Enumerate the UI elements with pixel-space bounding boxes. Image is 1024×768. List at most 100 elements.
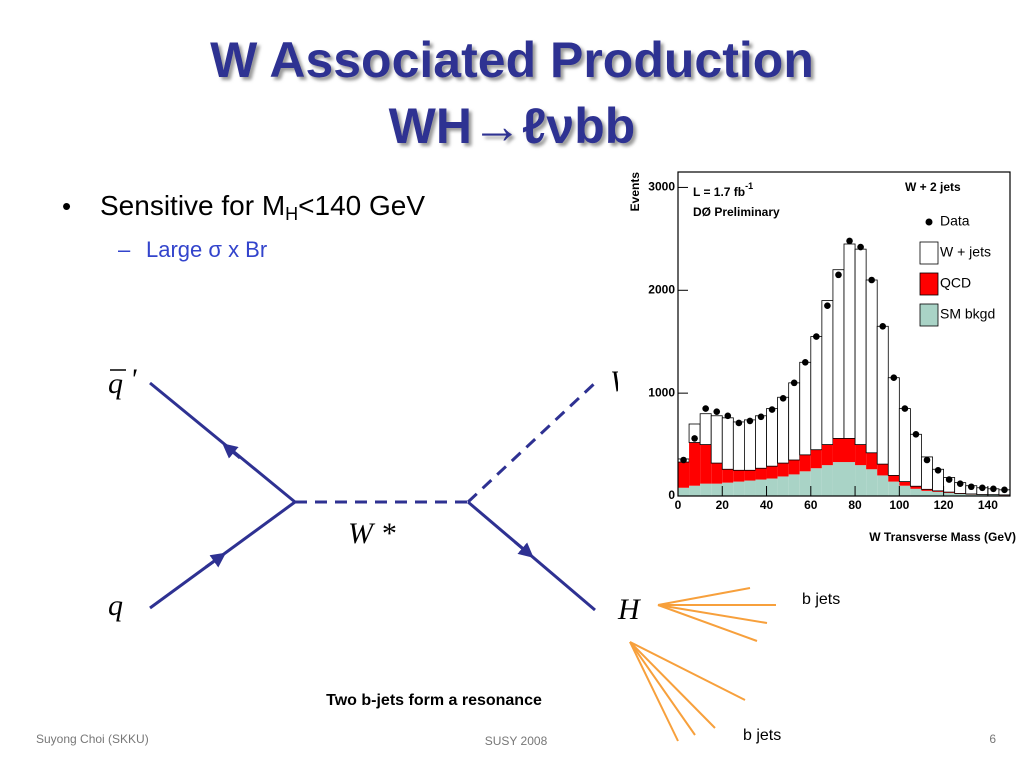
bar — [755, 468, 767, 480]
data-point — [846, 237, 853, 245]
data-point — [879, 322, 887, 330]
bar — [733, 470, 745, 482]
axes-frame — [677, 171, 1011, 497]
bar — [843, 243, 856, 439]
superscript: -1 — [745, 181, 753, 191]
bar — [788, 382, 801, 461]
bar — [899, 485, 911, 496]
y-tick-label: 1000 — [648, 385, 675, 399]
bar — [866, 452, 878, 470]
bar — [876, 325, 889, 465]
bar — [732, 421, 745, 471]
legend-title: W + 2 jets — [905, 180, 961, 194]
bar — [777, 463, 789, 477]
x-tick-label: 60 — [804, 498, 818, 512]
bar — [799, 361, 812, 456]
text: <140 GeV — [298, 190, 425, 221]
data-point — [945, 476, 953, 483]
bar — [899, 481, 911, 486]
data-point — [990, 485, 997, 493]
bar — [910, 433, 922, 487]
data-point — [735, 419, 743, 427]
bar — [788, 474, 800, 496]
bar — [721, 417, 734, 470]
data-point — [890, 374, 898, 382]
legend-label: QCD — [940, 275, 971, 291]
data-point — [923, 456, 931, 464]
x-axis-label: W Transverse Mass (GeV) — [869, 530, 1016, 544]
bar — [832, 462, 844, 496]
higgs-line — [467, 500, 596, 612]
bar — [678, 462, 690, 488]
label: q — [108, 589, 123, 622]
bar — [821, 465, 833, 496]
annotation: DØ Preliminary — [693, 205, 780, 219]
w-line — [466, 381, 597, 504]
bar — [678, 487, 690, 496]
bar — [700, 444, 712, 484]
bar — [844, 462, 856, 496]
jet-line — [629, 641, 679, 742]
bar — [888, 481, 900, 496]
bar — [755, 479, 767, 496]
data-point — [967, 483, 975, 491]
label: q — [108, 367, 123, 400]
bullet: • — [62, 191, 71, 221]
bar — [943, 492, 955, 496]
bar — [744, 470, 756, 481]
bar — [755, 415, 767, 469]
data-point — [857, 243, 864, 251]
bar — [932, 490, 944, 492]
bar — [810, 468, 822, 496]
bar — [832, 269, 845, 439]
data-point — [779, 394, 787, 402]
y-tick-label: 2000 — [648, 282, 675, 296]
data-point — [824, 302, 831, 310]
bar — [888, 475, 900, 482]
title: W Associated Production — [210, 32, 814, 88]
x-tick-label: 20 — [716, 498, 730, 512]
x-tick-label: 120 — [934, 498, 954, 512]
bar — [821, 444, 833, 466]
bar — [766, 478, 778, 496]
data-point — [801, 358, 809, 366]
label: H — [617, 593, 642, 626]
bar — [898, 408, 911, 483]
bar — [821, 300, 834, 445]
sub-bullet: Large σ x Br — [146, 237, 267, 262]
jet-line — [629, 641, 746, 701]
label: W * — [348, 517, 396, 550]
bar — [832, 438, 844, 463]
bar — [711, 483, 723, 496]
x-tick-label: 80 — [848, 498, 862, 512]
bar — [921, 489, 933, 491]
bar — [766, 466, 778, 479]
legend-swatch — [919, 272, 939, 296]
legend-label: SM bkgd — [940, 306, 995, 322]
bar — [910, 486, 922, 489]
bar — [810, 336, 823, 451]
bar — [744, 480, 756, 496]
jet-line — [629, 641, 696, 736]
bar — [744, 419, 756, 471]
b-jets — [629, 587, 776, 742]
bar — [844, 438, 856, 463]
bar — [722, 482, 734, 496]
data-point — [790, 379, 798, 387]
data-point — [934, 466, 942, 474]
arrow — [222, 443, 241, 460]
legend-label: W + jets — [940, 244, 991, 260]
jet-line — [657, 587, 751, 606]
antiquark-line — [149, 381, 296, 504]
data-point — [680, 456, 687, 464]
bar — [866, 469, 878, 496]
y-tick-label: 3000 — [648, 180, 675, 194]
data-point — [1001, 486, 1008, 494]
data-point — [757, 413, 765, 421]
data-point — [912, 430, 920, 438]
footer: 6 — [989, 732, 996, 746]
jet-line — [657, 604, 768, 624]
bar — [689, 442, 701, 486]
subscript: H — [285, 204, 298, 224]
